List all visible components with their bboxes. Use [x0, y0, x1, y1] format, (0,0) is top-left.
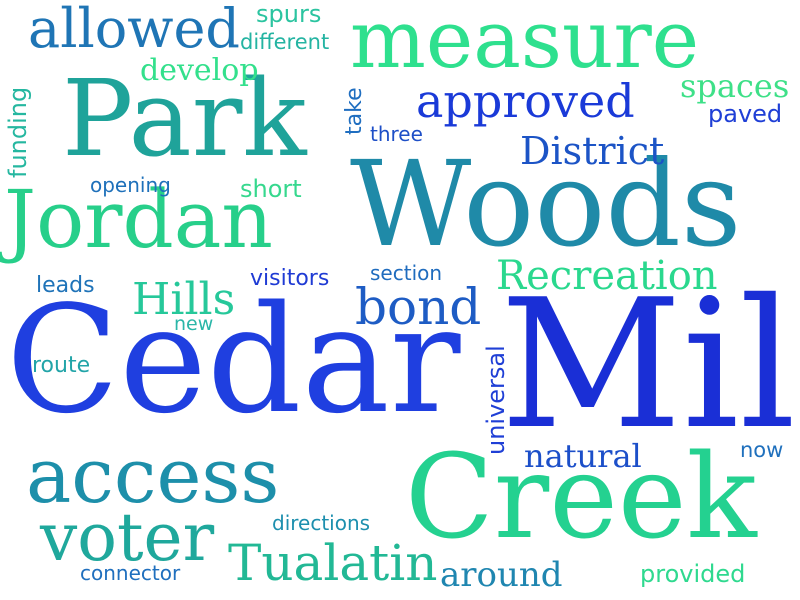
word-tualatin: Tualatin	[228, 534, 438, 592]
word-mill: Mill	[500, 261, 800, 468]
word-bond: bond	[355, 278, 482, 336]
word-woods: Woods	[350, 135, 742, 273]
word-new: new	[174, 313, 214, 335]
word-district: District	[520, 129, 665, 173]
word-cedar: Cedar	[6, 274, 461, 446]
word-voter: voter	[40, 499, 215, 576]
word-visitors: visitors	[250, 266, 330, 291]
word-universal: universal	[482, 345, 510, 455]
word-leads: leads	[36, 273, 95, 298]
word-develop: develop	[140, 53, 259, 88]
word-connector: connector	[80, 561, 181, 585]
word-hills: Hills	[132, 274, 236, 325]
word-funding: funding	[4, 86, 32, 178]
word-provided: provided	[640, 560, 746, 588]
word-around: around	[440, 555, 563, 595]
word-route: route	[32, 353, 91, 378]
word-opening: opening	[90, 173, 171, 197]
word-access: access	[26, 431, 280, 520]
word-measure: measure	[350, 0, 700, 86]
word-recreation: Recreation	[496, 253, 718, 299]
word-allowed: allowed	[28, 0, 240, 60]
word-different: different	[240, 30, 330, 54]
word-paved: paved	[708, 100, 783, 128]
word-short: short	[240, 175, 302, 203]
word-now: now	[740, 438, 784, 462]
word-three: three	[370, 122, 423, 146]
word-directions: directions	[272, 511, 371, 535]
word-spurs: spurs	[256, 0, 322, 28]
word-natural: natural	[524, 437, 642, 475]
word-spaces: spaces	[680, 67, 790, 105]
word-section: section	[370, 261, 443, 285]
word-creek: Creek	[405, 430, 757, 565]
word-take: take	[342, 87, 367, 135]
word-approved: approved	[416, 74, 635, 128]
word-park: Park	[62, 57, 307, 180]
word-jordan: Jordan	[4, 173, 273, 266]
